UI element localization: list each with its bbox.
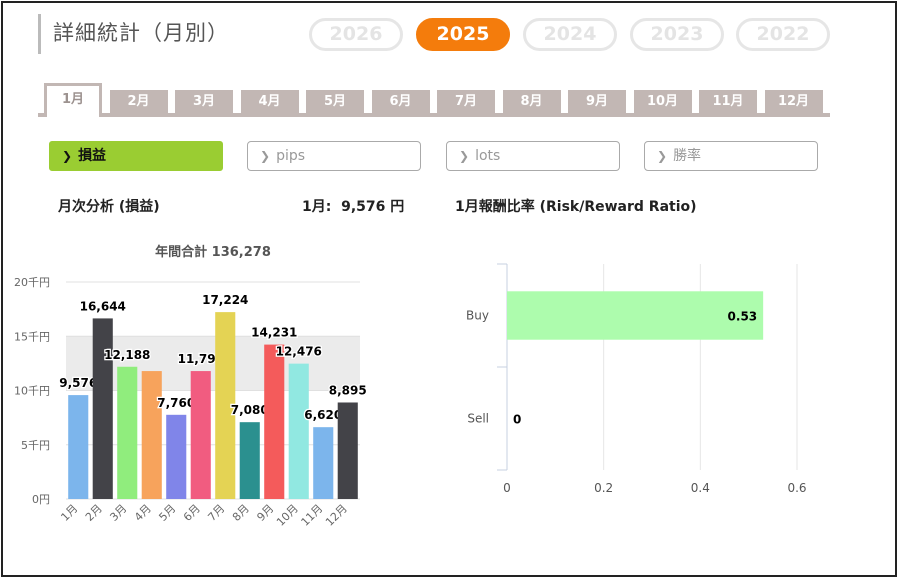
month-tab-underline — [38, 113, 830, 117]
month-summary-label: 1月: — [302, 199, 332, 215]
y-category-label: Buy — [466, 309, 489, 323]
page-title: 詳細統計（月別） — [38, 14, 229, 54]
month-tab-2[interactable]: 2月 — [109, 90, 168, 113]
x-tick-label: 6月 — [181, 502, 203, 524]
x-tick-label: 8月 — [230, 502, 252, 524]
bar-5 — [166, 414, 187, 499]
bar-data-label: 6,620 — [304, 408, 342, 422]
x-tick-label: 0.2 — [594, 481, 613, 495]
month-tab-3[interactable]: 3月 — [175, 90, 233, 113]
metric-label: 損益 — [78, 148, 107, 164]
x-tick-label: 5月 — [156, 502, 178, 524]
x-tick-label: 2月 — [83, 502, 105, 524]
bar-4 — [141, 371, 162, 499]
bar-data-label: 8,895 — [329, 383, 367, 397]
metric-button-pnl[interactable]: ❯ 損益 — [49, 141, 223, 171]
x-tick-label: 0 — [503, 481, 511, 495]
bar-7 — [215, 312, 236, 499]
bar-1 — [68, 395, 89, 499]
ratio-data-label: 0.53 — [728, 310, 758, 324]
bar-10 — [288, 363, 309, 499]
x-tick-label: 1月 — [58, 502, 80, 524]
ratio-data-label: 0 — [513, 413, 521, 427]
month-tab-10[interactable]: 10月 — [633, 90, 692, 113]
month-summary: 1月: 9,576 円 — [302, 196, 404, 216]
risk-reward-chart: 0 0.2 0.4 0.6 Buy 0.53 Sell 0 — [466, 263, 807, 495]
bar-11 — [313, 427, 334, 499]
month-tab-8[interactable]: 8月 — [502, 90, 561, 113]
x-tick-label: 0.4 — [691, 481, 710, 495]
x-tick-label: 7月 — [205, 502, 227, 524]
month-summary-value: 9,576 円 — [341, 199, 405, 215]
month-tab-5[interactable]: 5月 — [306, 90, 364, 113]
chevron-right-icon: ❯ — [260, 149, 271, 163]
metric-label: 勝率 — [673, 148, 702, 164]
y-category-label: Sell — [467, 412, 489, 426]
month-tab-9[interactable]: 9月 — [568, 90, 626, 113]
bar-data-label: 16,644 — [80, 299, 126, 313]
ratio-heading: 1月報酬比率 (Risk/Reward Ratio) — [455, 199, 697, 215]
year-button-2023[interactable]: 2023 — [630, 18, 724, 51]
bar-data-label: 7,080 — [231, 403, 269, 417]
y-tick-label: 0円 — [32, 493, 50, 506]
metric-button-lots[interactable]: ❯ lots — [446, 141, 620, 171]
month-tab-1[interactable]: 1月 — [44, 83, 102, 117]
bar-data-label: 7,760 — [157, 396, 195, 410]
bar-data-label: 9,576 — [59, 376, 97, 390]
y-tick-label: 10千円 — [14, 385, 50, 398]
x-tick-label: 0.6 — [787, 481, 806, 495]
month-tab-12[interactable]: 12月 — [764, 90, 823, 113]
x-tick-label: 10月 — [274, 502, 301, 529]
metric-button-winrate[interactable]: ❯ 勝率 — [644, 141, 818, 171]
ratio-bar-buy — [507, 291, 764, 340]
bar-6 — [190, 371, 211, 499]
month-tab-11[interactable]: 11月 — [699, 90, 757, 113]
x-tick-label: 3月 — [107, 502, 129, 524]
year-button-2024[interactable]: 2024 — [523, 18, 617, 51]
y-tick-label: 20千円 — [14, 276, 50, 289]
x-tick-label: 4月 — [132, 502, 154, 524]
monthly-analysis-heading: 月次分析 (損益) — [58, 199, 160, 215]
metric-button-pips[interactable]: ❯ pips — [247, 141, 421, 171]
chart-title: 年間合計 136,278 — [155, 244, 271, 260]
bar-12 — [337, 402, 358, 499]
x-tick-label: 9月 — [254, 502, 276, 524]
metric-label: pips — [276, 148, 306, 164]
chevron-right-icon: ❯ — [459, 149, 470, 163]
year-button-2026[interactable]: 2026 — [309, 18, 403, 51]
y-tick-label: 5千円 — [21, 439, 50, 452]
x-tick-label: 12月 — [323, 502, 350, 529]
month-tab-4[interactable]: 4月 — [240, 90, 299, 113]
plot-band — [66, 336, 360, 391]
bar-2 — [92, 318, 113, 499]
bar-data-label: 12,476 — [276, 345, 322, 359]
year-button-2025[interactable]: 2025 — [416, 18, 510, 51]
chevron-right-icon: ❯ — [62, 149, 73, 163]
metric-label: lots — [475, 148, 501, 164]
bar-data-label: 14,231 — [251, 326, 297, 340]
month-tab-6[interactable]: 6月 — [371, 90, 430, 113]
bar-data-label: 12,188 — [104, 348, 150, 362]
bar-data-label: 11,791 — [178, 352, 224, 366]
bar-data-label: 17,224 — [202, 293, 248, 307]
monthly-pnl-chart: 年間合計 136,278 0円 5千円 10千円 15千円 20千円 9,576 1月 16,6… — [14, 244, 368, 529]
bar-8 — [239, 422, 260, 499]
bar-3 — [117, 366, 138, 499]
chevron-right-icon: ❯ — [657, 149, 668, 163]
bar-9 — [264, 344, 285, 499]
month-tab-7[interactable]: 7月 — [437, 90, 495, 113]
y-tick-label: 15千円 — [14, 330, 50, 343]
year-button-2022[interactable]: 2022 — [736, 18, 830, 51]
x-tick-label: 11月 — [299, 502, 326, 529]
